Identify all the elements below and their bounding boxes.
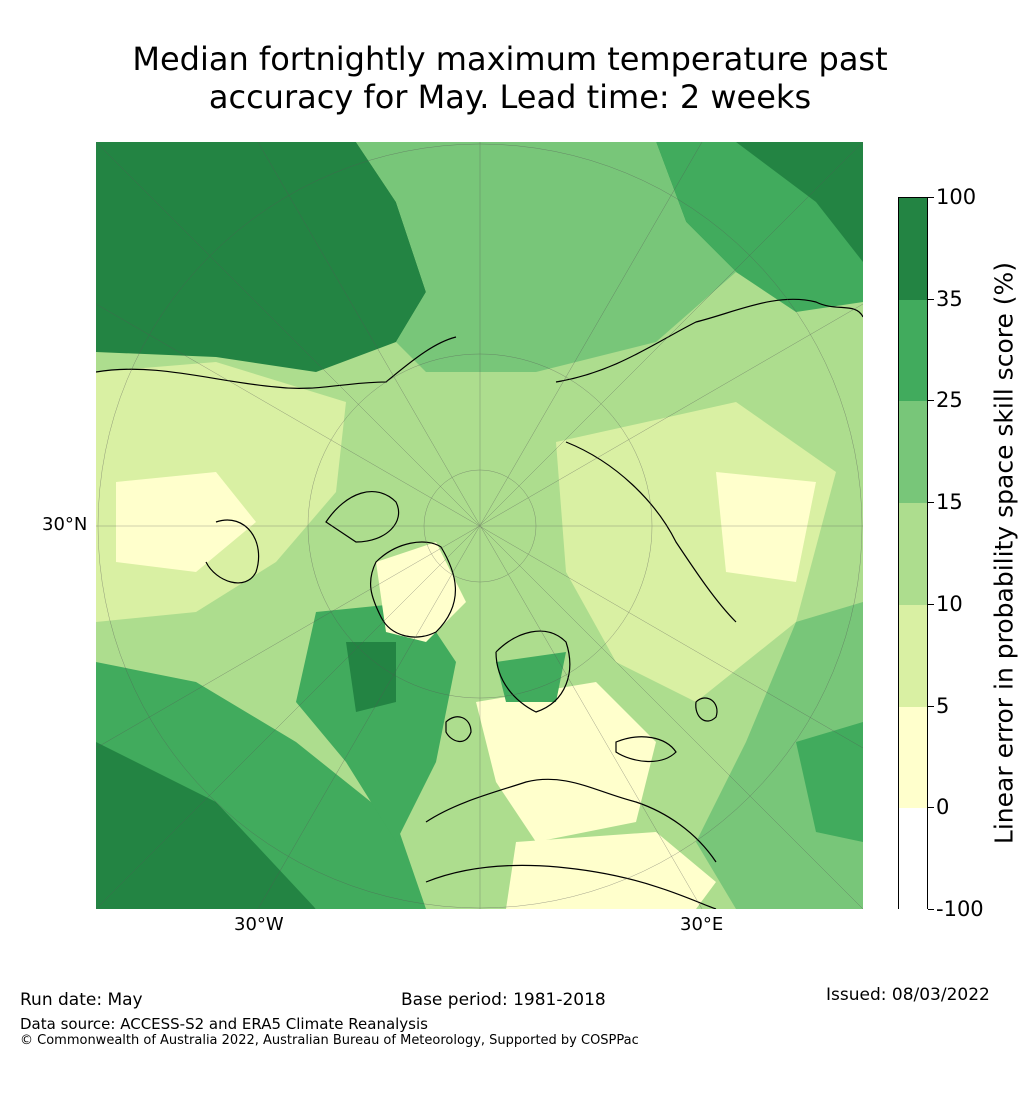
polar-map (96, 142, 863, 909)
skill-zone-nw-ocean (96, 142, 426, 372)
lat-label-30n: 30°N (42, 514, 88, 535)
graticule (96, 142, 863, 909)
colorbar-segment (899, 299, 927, 402)
skill-zone-africa (506, 832, 716, 909)
map-svg (96, 142, 863, 909)
lon-label-30w: 30°W (234, 914, 284, 935)
colorbar-tick-label: 25 (936, 388, 963, 413)
graticule-meridian-60b (96, 303, 863, 749)
skill-zone-europe-green (496, 652, 566, 702)
colorbar-tick-label: 10 (936, 591, 963, 616)
coastline-scandinavia (495, 630, 571, 713)
coastline-black-sea (615, 736, 677, 763)
issued-date: Issued: 08/03/2022 (826, 985, 990, 1005)
colorbar-tick-label: 15 (936, 490, 963, 515)
coastline-africa (425, 864, 717, 909)
colorbar-segment (899, 604, 927, 708)
coastline-caspian (695, 697, 718, 722)
colorbar-tick-mark (928, 909, 934, 910)
colorbar-tick-label: 35 (936, 286, 963, 311)
lon-label-30e: 30°E (680, 914, 724, 935)
skill-zone-siberia-pale (716, 472, 816, 582)
coastline-hudson (205, 519, 260, 584)
colorbar-segment (899, 198, 927, 301)
coastline-siberia (555, 298, 863, 383)
coastline-north-america (96, 336, 457, 389)
colorbar-tick-mark (928, 705, 934, 707)
graticule-meridian-45b (96, 142, 863, 909)
skill-zone-east-dark (796, 722, 863, 842)
copyright: © Commonwealth of Australia 2022, Austra… (20, 1033, 639, 1048)
run-date: Run date: May (20, 990, 143, 1010)
colorbar (898, 197, 928, 911)
colorbar-tick-mark (928, 298, 934, 300)
skill-zone-greenland (376, 542, 466, 642)
data-source: Data source: ACCESS-S2 and ERA5 Climate … (20, 1015, 428, 1033)
coastline-greenland (369, 541, 457, 638)
chart-title: Median fortnightly maximum temperature p… (0, 40, 1020, 116)
colorbar-segment (899, 503, 927, 606)
base-period: Base period: 1981-2018 (401, 990, 606, 1010)
skill-zone-europe-pale (476, 682, 656, 842)
title-line-2: accuracy for May. Lead time: 2 weeks (208, 78, 812, 116)
skill-zone-atlantic-dark (346, 642, 396, 712)
coastline-arctic-islands (325, 491, 400, 543)
colorbar-segment (899, 808, 927, 911)
colorbar-tick-mark (928, 603, 934, 605)
colorbar-tick-mark (928, 400, 934, 402)
skill-zone-atlantic (296, 602, 456, 842)
title-line-1: Median fortnightly maximum temperature p… (132, 40, 888, 78)
colorbar-tick-label: 100 (936, 185, 977, 209)
coastline-europe (425, 778, 717, 863)
colorbar-tick-mark (928, 197, 934, 198)
colorbar-tick-mark (928, 807, 934, 809)
skill-zone-north-band (356, 142, 736, 372)
colorbar-segment (899, 706, 927, 809)
coastlines (96, 298, 863, 909)
coastline-british-isles (445, 716, 472, 742)
colorbar-tick-label: 5 (936, 693, 950, 718)
skill-zone-ne-dark (736, 142, 863, 262)
colorbar-segment (899, 401, 927, 504)
colorbar-tick-label: 0 (936, 795, 950, 820)
coastline-asia (565, 441, 737, 623)
skill-zone-sw-mid (96, 662, 426, 909)
colorbar-tick-label: -100 (936, 897, 984, 921)
colorbar-title: Linear error in probability space skill … (989, 261, 1019, 845)
skill-zone-canada-pale (116, 472, 256, 572)
colorbar-tick-mark (928, 502, 934, 504)
